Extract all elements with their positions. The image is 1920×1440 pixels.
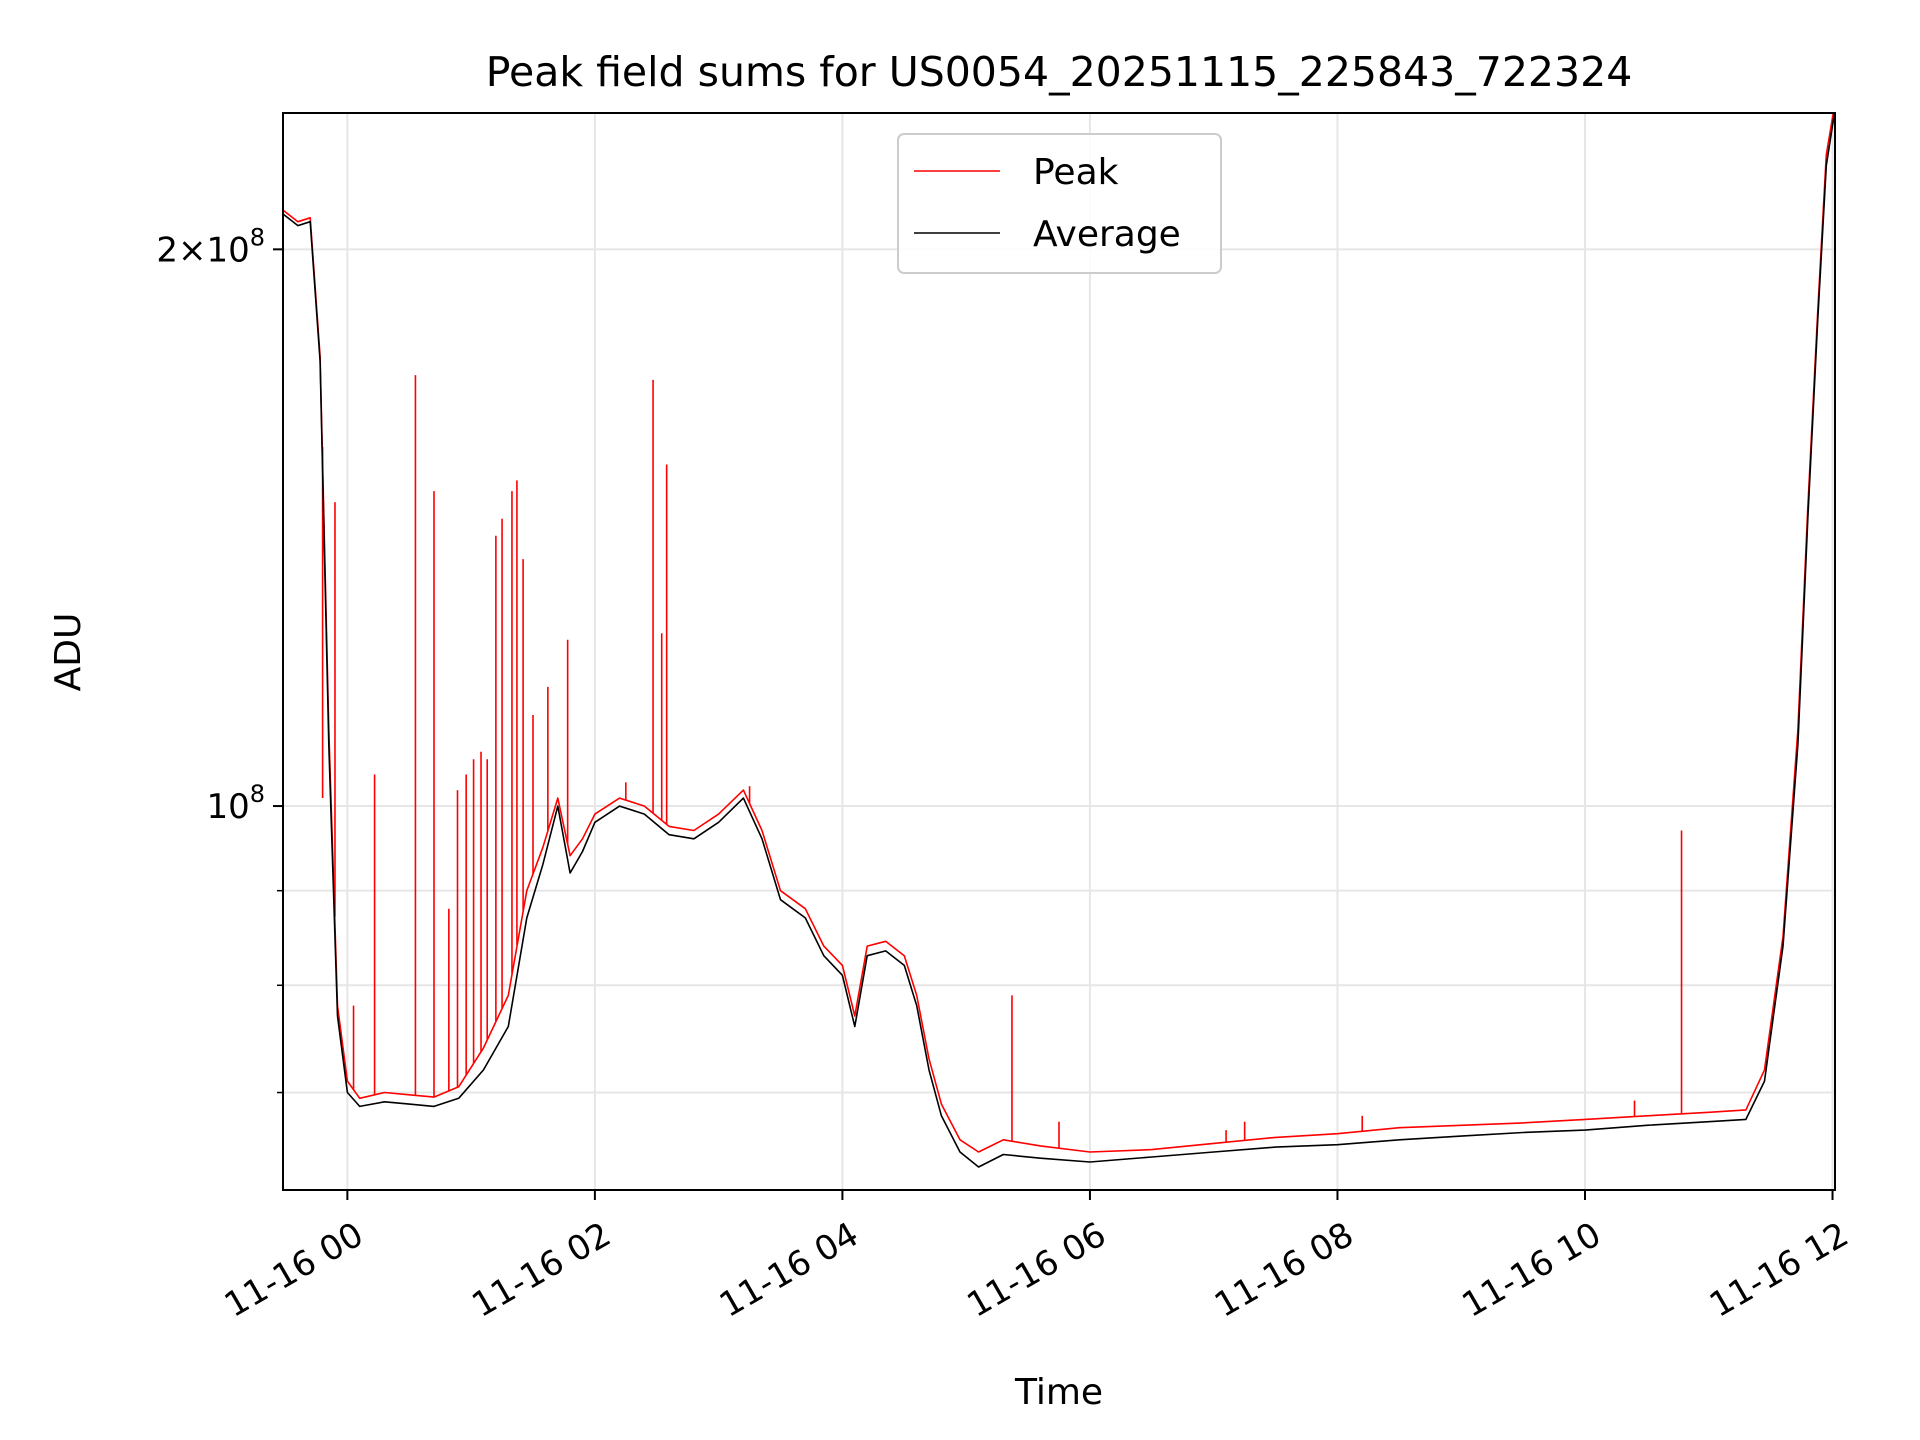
y-tick-label: 2×108 [156,223,265,270]
y-axis-label: ADU [48,613,89,692]
plot-frame [282,112,1836,1191]
chart-title: Peak field sums for US0054_20251115_2258… [486,48,1633,96]
legend-average-label: Average [1033,214,1181,255]
y-tick-label: 108 [206,780,265,827]
legend-box [897,133,1222,274]
legend: Peak Average [897,133,1222,274]
grid-lines [283,113,1835,1190]
average-series-line [283,113,1835,1168]
y-axis-ticks: 108 2×108 [156,223,283,1094]
x-axis-label: Time [1014,1372,1103,1413]
plot-lines [283,113,1835,1168]
legend-peak-label: Peak [1033,152,1119,193]
